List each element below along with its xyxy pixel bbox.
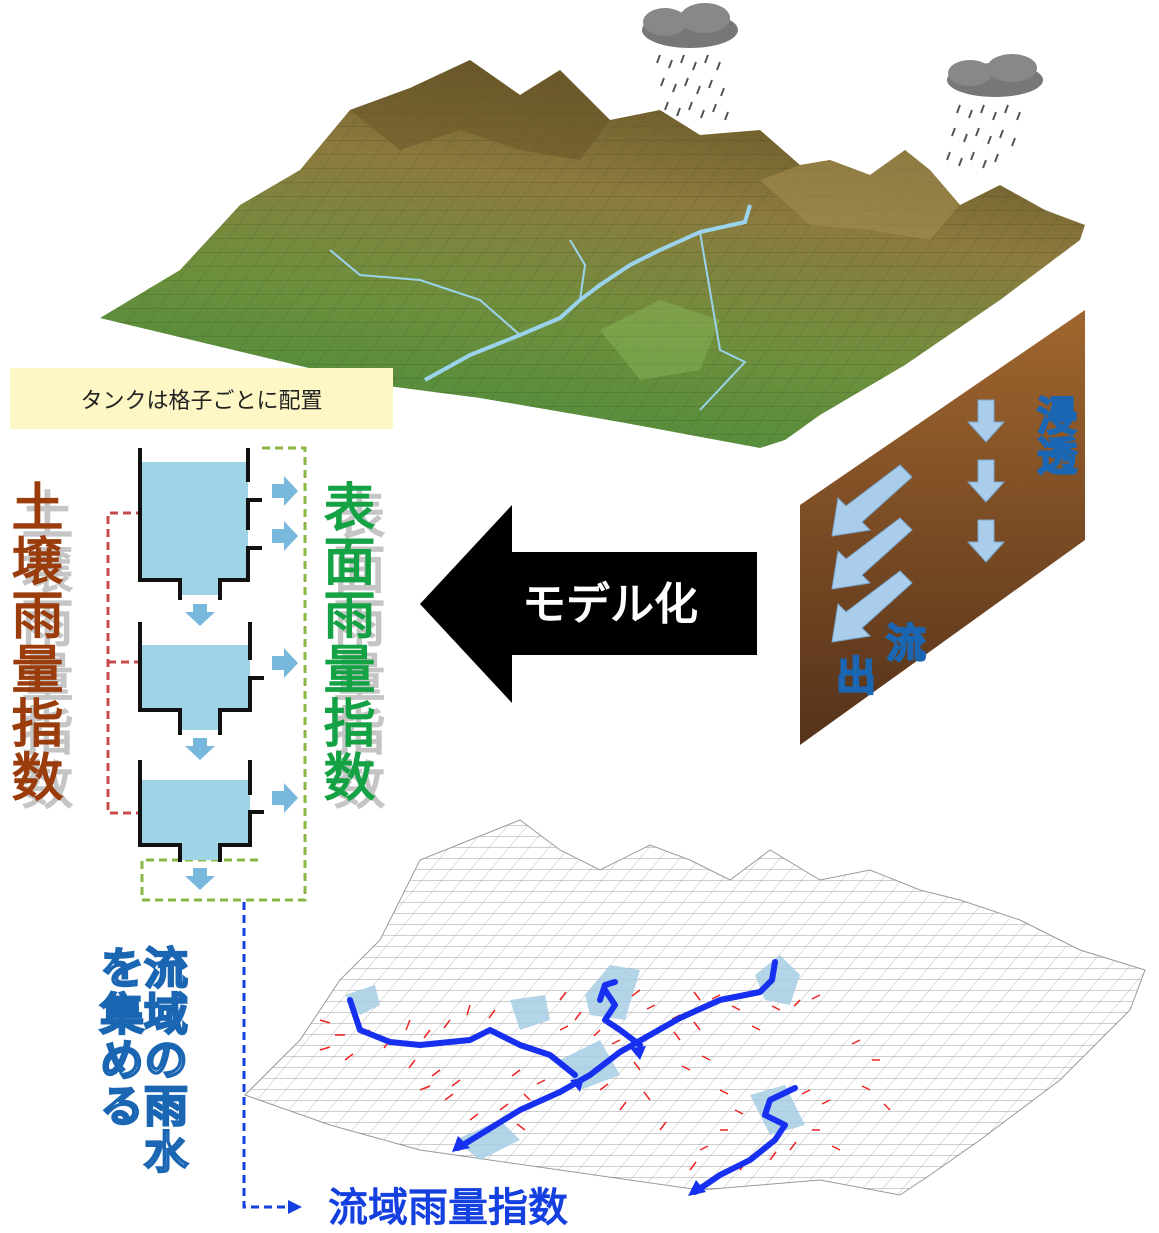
river-network (347, 959, 798, 1195)
rain-cloud-icon (642, 3, 738, 121)
outflow-arrow-icon (831, 464, 913, 643)
right-arrow-icon (272, 476, 298, 813)
soil-rainfall-index-label: 土壌雨量指数 (2, 480, 62, 804)
surface-rainfall-index-label: 表面雨量指数 (314, 480, 374, 804)
tank-placement-note: タンクは格子ごとに配置 (10, 368, 393, 429)
down-arrow-icon (185, 604, 215, 890)
tank-model (106, 446, 307, 902)
model-arrow-label: モデル化 (522, 579, 698, 630)
flow-arrows (319, 989, 891, 1171)
big-left-arrow-icon (420, 505, 757, 703)
down-arrow-icon (966, 399, 1006, 563)
outflow-label-top: 流 (878, 621, 926, 663)
soil-block (800, 310, 1085, 745)
wireframe-terrain (244, 819, 1146, 1196)
rain-cloud-icon (946, 54, 1043, 169)
basin-collect-label: 流域の雨水を集める (91, 944, 188, 1176)
outflow-label-bottom: 出 (828, 654, 876, 696)
tank-placement-note-text: タンクは格子ごとに配置 (80, 388, 323, 414)
connector-line (242, 902, 302, 1214)
terrain-3d (100, 60, 1085, 448)
basin-rainfall-index-label: 流域雨量指数 (328, 1185, 568, 1231)
infiltration-label: 浸透 (1029, 394, 1077, 476)
